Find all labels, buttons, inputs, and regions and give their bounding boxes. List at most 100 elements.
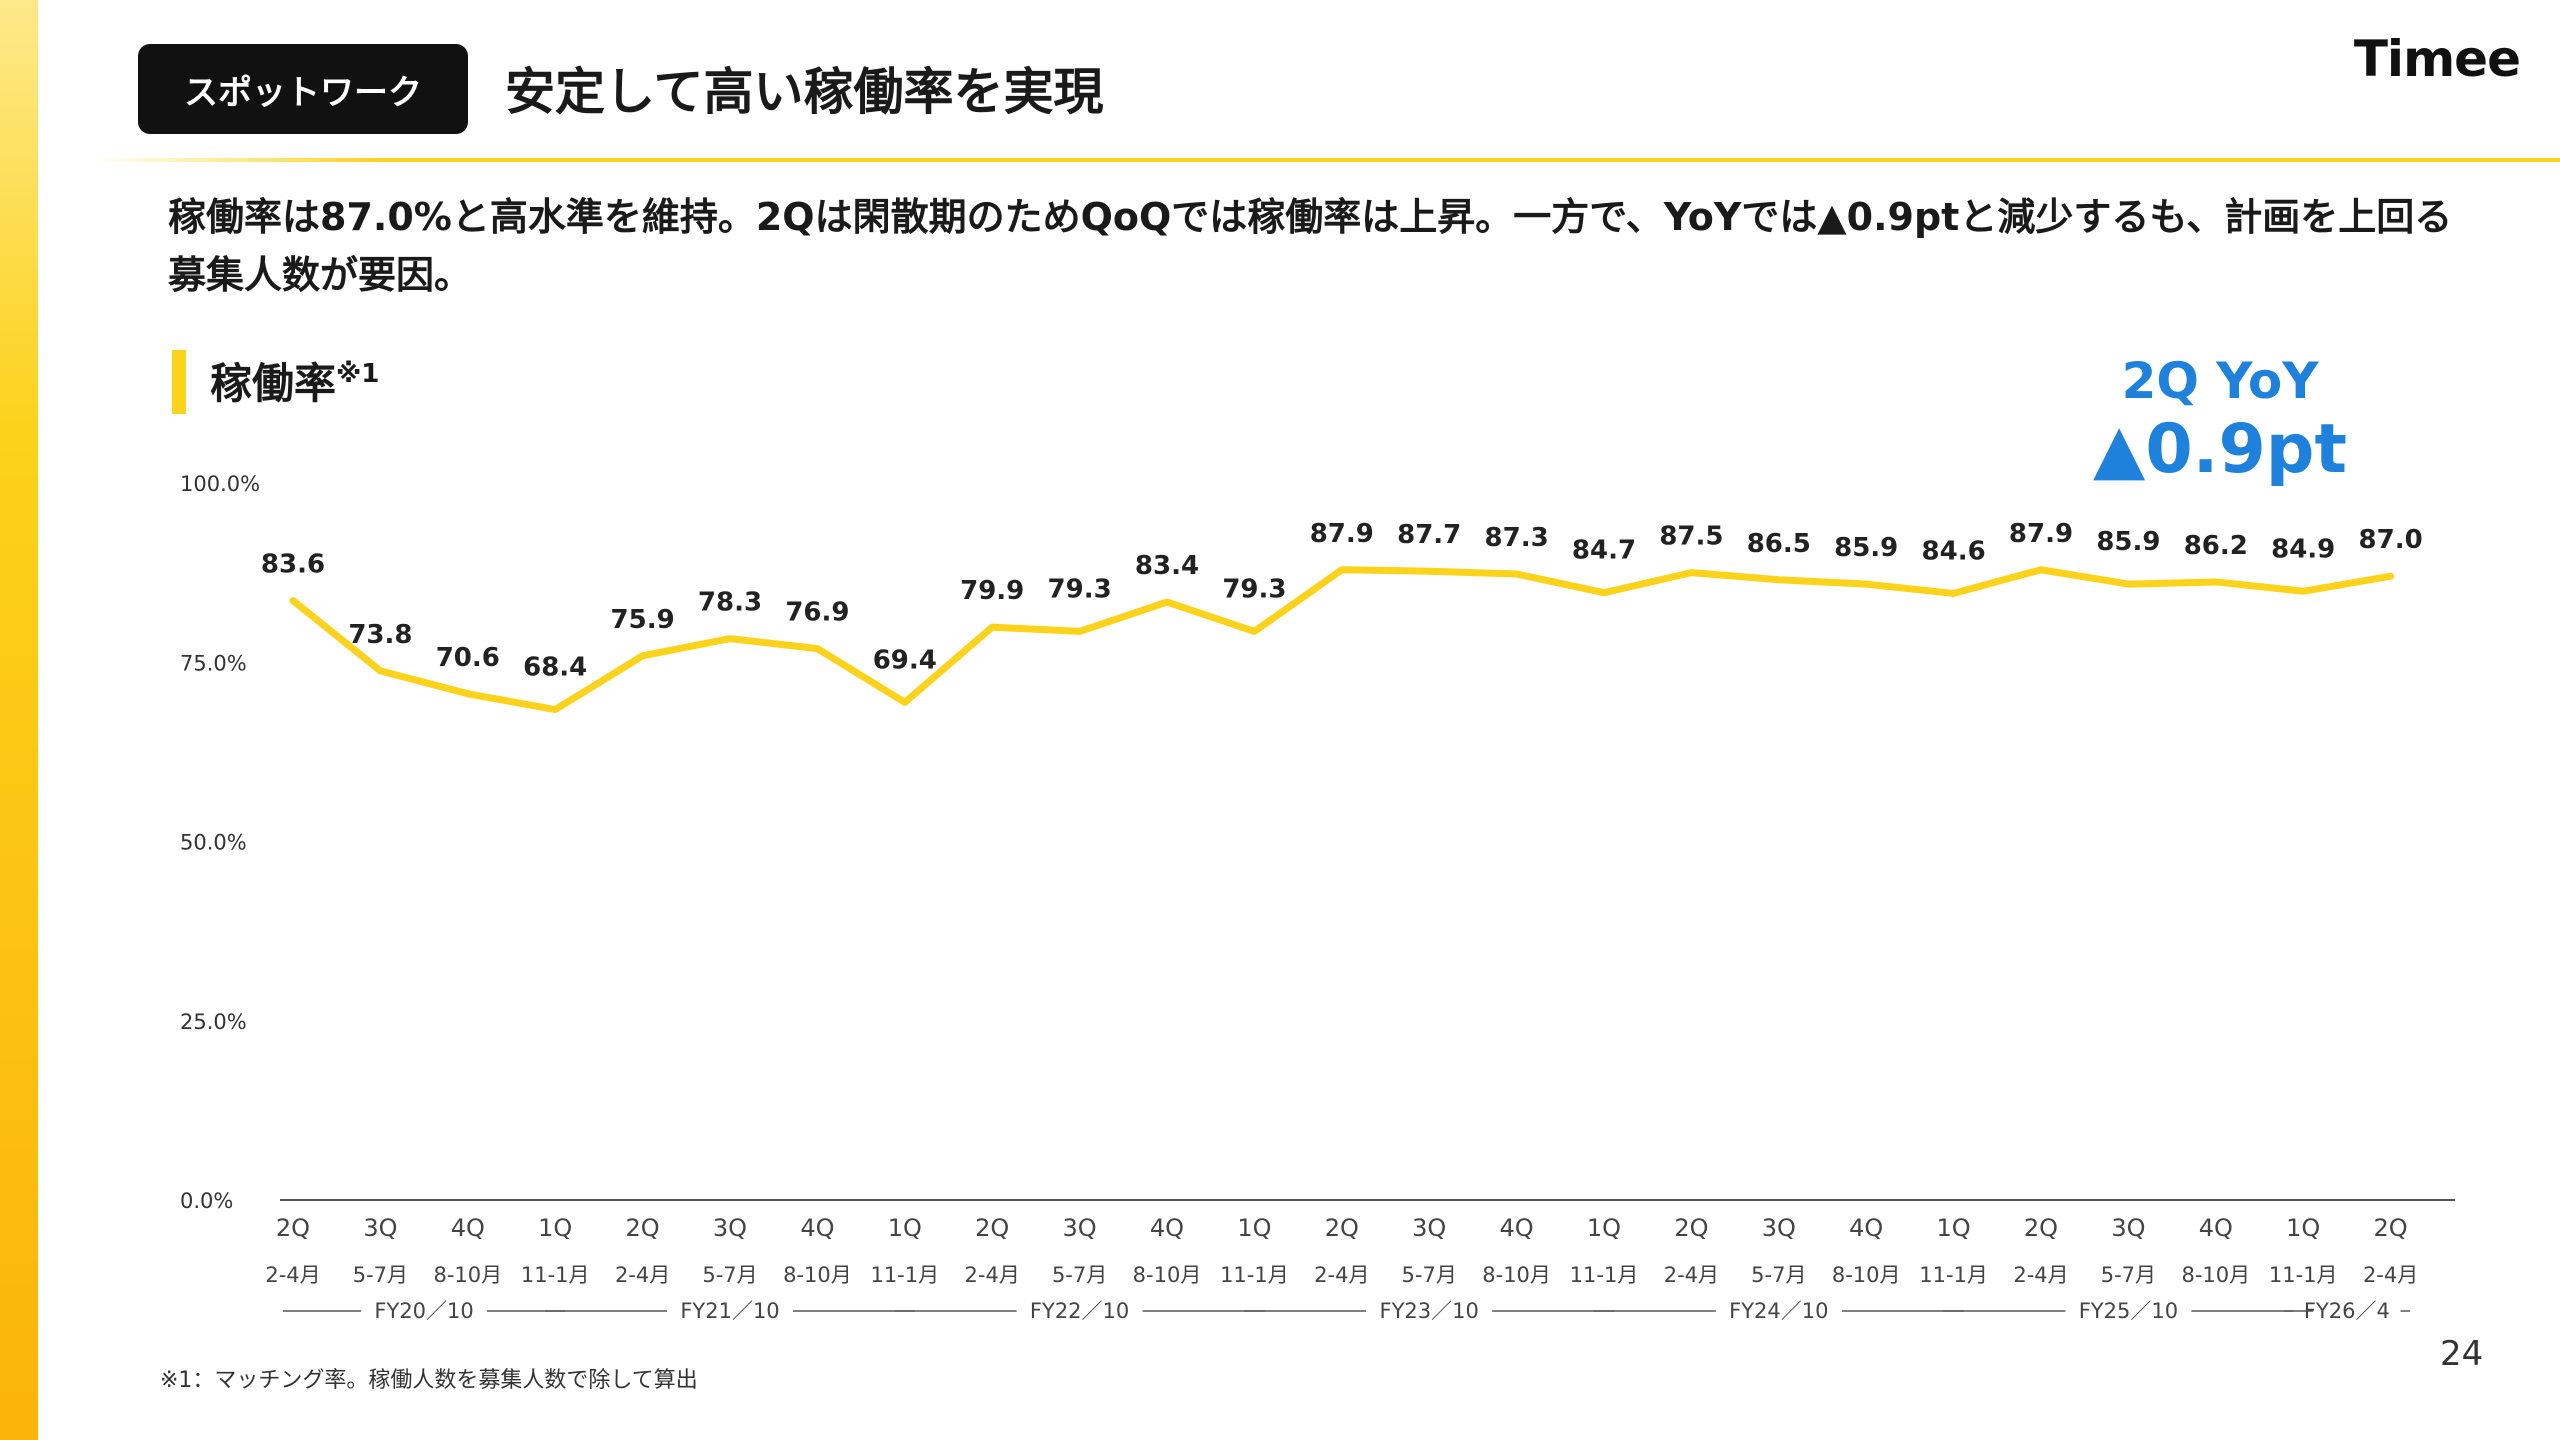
x-tick-quarter: 4Q bbox=[2199, 1214, 2233, 1242]
data-label: 70.6 bbox=[436, 643, 500, 673]
x-tick-month: 5-7月 bbox=[2101, 1263, 2156, 1287]
x-tick-month: 8-10月 bbox=[1482, 1263, 1551, 1287]
data-label: 84.6 bbox=[1922, 536, 1986, 566]
x-tick-quarter: 3Q bbox=[2111, 1214, 2145, 1242]
data-label: 87.5 bbox=[1659, 522, 1723, 552]
x-tick-quarter: 3Q bbox=[1762, 1214, 1796, 1242]
data-label: 87.9 bbox=[2009, 519, 2073, 549]
page-title: 安定して高い稼働率を実現 bbox=[505, 63, 1104, 121]
x-tick-quarter: 2Q bbox=[2374, 1214, 2408, 1242]
data-label: 83.6 bbox=[261, 550, 325, 580]
x-tick-quarter: 1Q bbox=[888, 1214, 922, 1242]
x-tick-month: 2-4月 bbox=[265, 1263, 320, 1287]
data-label: 87.3 bbox=[1485, 523, 1549, 553]
data-label: 73.8 bbox=[348, 620, 412, 650]
x-tick-quarter: 2Q bbox=[975, 1214, 1009, 1242]
x-tick-month: 11-1月 bbox=[2269, 1263, 2338, 1287]
x-tick-quarter: 4Q bbox=[1849, 1214, 1883, 1242]
data-point bbox=[1251, 628, 1258, 635]
data-point bbox=[464, 690, 471, 697]
data-label: 79.3 bbox=[1222, 574, 1286, 604]
y-tick-label: 0.0% bbox=[180, 1189, 233, 1213]
x-tick-quarter: 2Q bbox=[1674, 1214, 1708, 1242]
data-label: 87.7 bbox=[1397, 520, 1461, 550]
data-point bbox=[2038, 566, 2044, 573]
x-tick-quarter: 4Q bbox=[451, 1214, 485, 1242]
data-point bbox=[1775, 576, 1782, 583]
x-tick-quarter: 1Q bbox=[1587, 1214, 1621, 1242]
data-point bbox=[727, 635, 733, 642]
y-tick-label: 50.0% bbox=[180, 831, 247, 855]
data-point bbox=[1164, 599, 1170, 606]
fiscal-year-label: FY23／10 bbox=[1380, 1299, 1479, 1323]
x-tick-quarter: 2Q bbox=[1325, 1214, 1359, 1242]
x-tick-quarter: 2Q bbox=[276, 1214, 310, 1242]
lead-text: 稼働率は87.0%と高水準を維持。2Qは閑散期のためQoQでは稼働率は上昇。一方… bbox=[168, 195, 2453, 297]
category-badge: スポットワーク bbox=[138, 44, 468, 134]
data-label: 69.4 bbox=[873, 645, 937, 675]
x-tick-month: 8-10月 bbox=[1133, 1263, 1202, 1287]
x-tick-month: 5-7月 bbox=[702, 1263, 757, 1287]
data-point bbox=[1688, 569, 1695, 576]
y-tick-label: 100.0% bbox=[180, 472, 260, 496]
data-label: 79.3 bbox=[1048, 574, 1112, 604]
fiscal-year-label: FY26／4 bbox=[2304, 1299, 2390, 1323]
timee-logo: Timee bbox=[2353, 30, 2521, 88]
fiscal-year-label: FY24／10 bbox=[1729, 1299, 1828, 1323]
data-point bbox=[1338, 566, 1345, 573]
series-line bbox=[289, 566, 2395, 714]
data-point bbox=[1076, 628, 1083, 635]
y-tick-label: 25.0% bbox=[180, 1010, 247, 1034]
data-point bbox=[377, 667, 384, 674]
data-point bbox=[552, 706, 559, 713]
x-tick-month: 2-4月 bbox=[615, 1263, 670, 1287]
x-tick-quarter: 4Q bbox=[800, 1214, 834, 1242]
x-tick-month: 5-7月 bbox=[1751, 1263, 1806, 1287]
fiscal-year-label: FY21／10 bbox=[680, 1299, 779, 1323]
yoy-label: 2Q YoY bbox=[2121, 352, 2319, 410]
x-tick-month: 8-10月 bbox=[433, 1263, 502, 1287]
data-point bbox=[1950, 590, 1957, 597]
section-title-note: ※1 bbox=[336, 359, 380, 389]
fiscal-year-label: FY20／10 bbox=[374, 1299, 473, 1323]
data-point bbox=[901, 699, 908, 706]
x-tick-month: 11-1月 bbox=[521, 1263, 590, 1287]
data-label: 68.4 bbox=[523, 653, 587, 683]
footnote: ※1：マッチング率。稼働人数を募集人数で除して算出 bbox=[160, 1368, 698, 1393]
data-label: 76.9 bbox=[785, 598, 849, 628]
x-tick-month: 8-10月 bbox=[1832, 1263, 1901, 1287]
data-point bbox=[2387, 573, 2394, 580]
header-divider bbox=[90, 158, 2560, 162]
data-label: 85.9 bbox=[1834, 533, 1898, 563]
x-tick-month: 11-1月 bbox=[1570, 1263, 1639, 1287]
data-point bbox=[2300, 588, 2307, 595]
data-point bbox=[1863, 581, 1870, 588]
x-tick-month: 11-1月 bbox=[870, 1263, 939, 1287]
x-tick-quarter: 3Q bbox=[713, 1214, 747, 1242]
x-tick-month: 5-7月 bbox=[353, 1263, 408, 1287]
fiscal-year-label: FY25／10 bbox=[2079, 1299, 2178, 1323]
data-label: 87.0 bbox=[2359, 525, 2423, 555]
fiscal-year-label: FY22／10 bbox=[1030, 1299, 1129, 1323]
section-marker bbox=[172, 350, 186, 414]
x-tick-quarter: 1Q bbox=[1937, 1214, 1971, 1242]
x-tick-quarter: 1Q bbox=[1237, 1214, 1271, 1242]
x-tick-month: 11-1月 bbox=[1919, 1263, 1988, 1287]
x-tick-quarter: 3Q bbox=[363, 1214, 397, 1242]
yoy-value: ▲0.9pt bbox=[2093, 410, 2347, 489]
data-label: 84.7 bbox=[1572, 536, 1636, 566]
x-tick-month: 2-4月 bbox=[1314, 1263, 1369, 1287]
y-tick-label: 75.0% bbox=[180, 651, 247, 675]
left-accent-bar bbox=[0, 0, 38, 1440]
x-tick-quarter: 2Q bbox=[2024, 1214, 2058, 1242]
x-tick-quarter: 1Q bbox=[2286, 1214, 2320, 1242]
x-tick-month: 5-7月 bbox=[1402, 1263, 1457, 1287]
data-point bbox=[1513, 571, 1520, 578]
x-tick-quarter: 4Q bbox=[1150, 1214, 1184, 1242]
data-label: 83.4 bbox=[1135, 551, 1199, 581]
x-tick-month: 2-4月 bbox=[2363, 1263, 2418, 1287]
data-point bbox=[2212, 578, 2219, 585]
data-label: 84.9 bbox=[2271, 534, 2335, 564]
data-point bbox=[290, 597, 296, 604]
